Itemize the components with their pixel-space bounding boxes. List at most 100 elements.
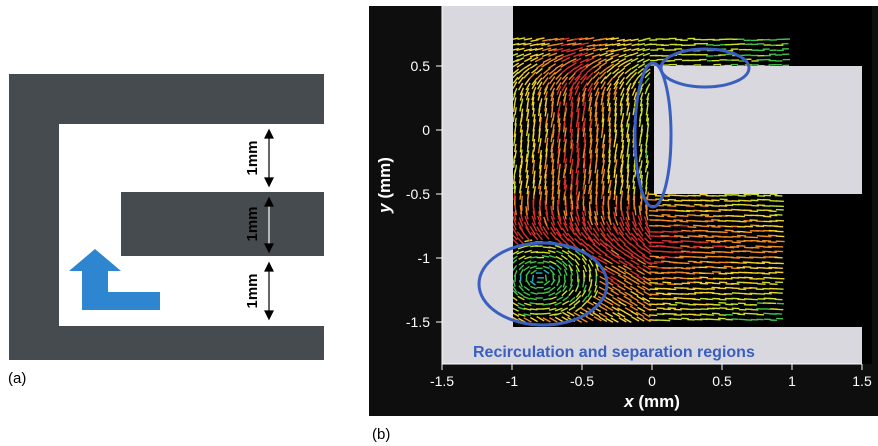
velocity-vector xyxy=(548,265,556,270)
velocity-vector xyxy=(632,77,639,85)
velocity-vector xyxy=(592,248,602,256)
velocity-vector xyxy=(645,83,651,91)
velocity-vector xyxy=(568,264,574,272)
velocity-vector xyxy=(586,243,595,251)
velocity-vector xyxy=(566,311,575,317)
velocity-vector xyxy=(542,52,551,58)
velocity-vector xyxy=(608,107,612,116)
velocity-vector xyxy=(517,306,526,311)
velocity-vector xyxy=(531,101,535,111)
velocity-vector xyxy=(564,184,568,195)
velocity-vector xyxy=(606,77,614,86)
velocity-vector xyxy=(600,232,608,242)
velocity-vector xyxy=(611,306,620,312)
velocity-vector xyxy=(601,180,605,190)
velocity-vector xyxy=(631,220,638,231)
velocity-vector xyxy=(568,87,574,97)
velocity-vector xyxy=(561,249,570,255)
velocity-vector xyxy=(542,231,550,240)
velocity-vector xyxy=(572,42,582,46)
velocity-vector xyxy=(573,75,581,85)
velocity-vector xyxy=(606,66,614,73)
velocity-vector xyxy=(602,159,605,169)
x-tick-label: -0.5 xyxy=(570,373,594,389)
velocity-vector xyxy=(513,97,517,106)
velocity-vector xyxy=(617,285,626,291)
velocity-vector xyxy=(608,128,612,138)
velocity-vector xyxy=(558,101,562,112)
velocity-vector xyxy=(531,86,537,96)
velocity-vector xyxy=(555,259,563,265)
x-axis-title: x (mm) xyxy=(623,392,680,411)
velocity-vector xyxy=(529,265,537,269)
velocity-vector xyxy=(554,37,565,41)
velocity-vector xyxy=(630,310,639,317)
velocity-vector xyxy=(569,296,576,303)
velocity-vector xyxy=(551,175,555,185)
velocity-vector xyxy=(572,37,583,41)
velocity-vector xyxy=(524,215,529,226)
velocity-vector xyxy=(539,191,543,201)
velocity-vector xyxy=(624,300,634,307)
velocity-vector xyxy=(602,168,606,178)
velocity-vector xyxy=(621,154,624,163)
velocity-vector xyxy=(568,72,576,81)
velocity-vector xyxy=(574,222,580,232)
velocity-vector xyxy=(599,249,608,256)
velocity-vector xyxy=(616,254,626,261)
velocity-vector xyxy=(644,77,650,85)
velocity-vector xyxy=(630,275,640,281)
velocity-vector xyxy=(598,61,608,68)
velocity-vector xyxy=(562,87,568,97)
velocity-vector xyxy=(523,42,532,46)
velocity-vector xyxy=(627,153,630,162)
velocity-vector xyxy=(523,48,533,52)
velocity-vector xyxy=(614,206,618,217)
velocity-vector xyxy=(616,38,625,42)
velocity-vector xyxy=(544,173,548,184)
velocity-vector xyxy=(589,106,593,116)
velocity-vector xyxy=(595,191,598,201)
velocity-vector xyxy=(620,123,624,133)
velocity-vector xyxy=(613,91,618,101)
velocity-vector xyxy=(607,211,611,221)
velocity-vector xyxy=(592,47,602,52)
velocity-vector xyxy=(544,107,548,117)
velocity-vector xyxy=(569,82,576,92)
velocity-vector xyxy=(640,149,643,158)
velocity-vector xyxy=(608,159,611,169)
velocity-vector xyxy=(617,307,626,313)
velocity-vector xyxy=(640,107,644,116)
velocity-vector xyxy=(514,164,518,173)
velocity-vector xyxy=(631,211,636,222)
velocity-vector xyxy=(592,62,602,69)
velocity-vector xyxy=(552,112,555,122)
velocity-vector xyxy=(512,279,516,287)
velocity-vector xyxy=(585,52,594,57)
velocity-vector xyxy=(598,258,608,265)
velocity-vector xyxy=(522,295,531,300)
velocity-vector xyxy=(598,58,607,64)
velocity-vector xyxy=(545,164,548,174)
velocity-vector xyxy=(611,286,621,292)
velocity-vector xyxy=(585,315,594,322)
velocity-vector xyxy=(529,71,537,79)
velocity-vector xyxy=(625,72,633,80)
velocity-vector xyxy=(594,222,600,232)
velocity-vector xyxy=(600,91,605,101)
velocity-vector xyxy=(636,249,646,256)
velocity-vector xyxy=(544,91,548,101)
velocity-vector xyxy=(583,132,587,143)
velocity-vector xyxy=(580,231,588,241)
velocity-vector xyxy=(595,102,598,111)
velocity-vector xyxy=(529,47,538,52)
velocity-vector xyxy=(629,249,639,257)
velocity-vector xyxy=(533,119,536,128)
velocity-vector xyxy=(518,280,523,288)
velocity-vector xyxy=(630,259,640,266)
velocity-vector xyxy=(545,205,549,216)
velocity-vector xyxy=(535,37,545,41)
velocity-vector xyxy=(644,71,651,79)
velocity-vector xyxy=(570,184,573,195)
velocity-vector xyxy=(561,82,568,92)
